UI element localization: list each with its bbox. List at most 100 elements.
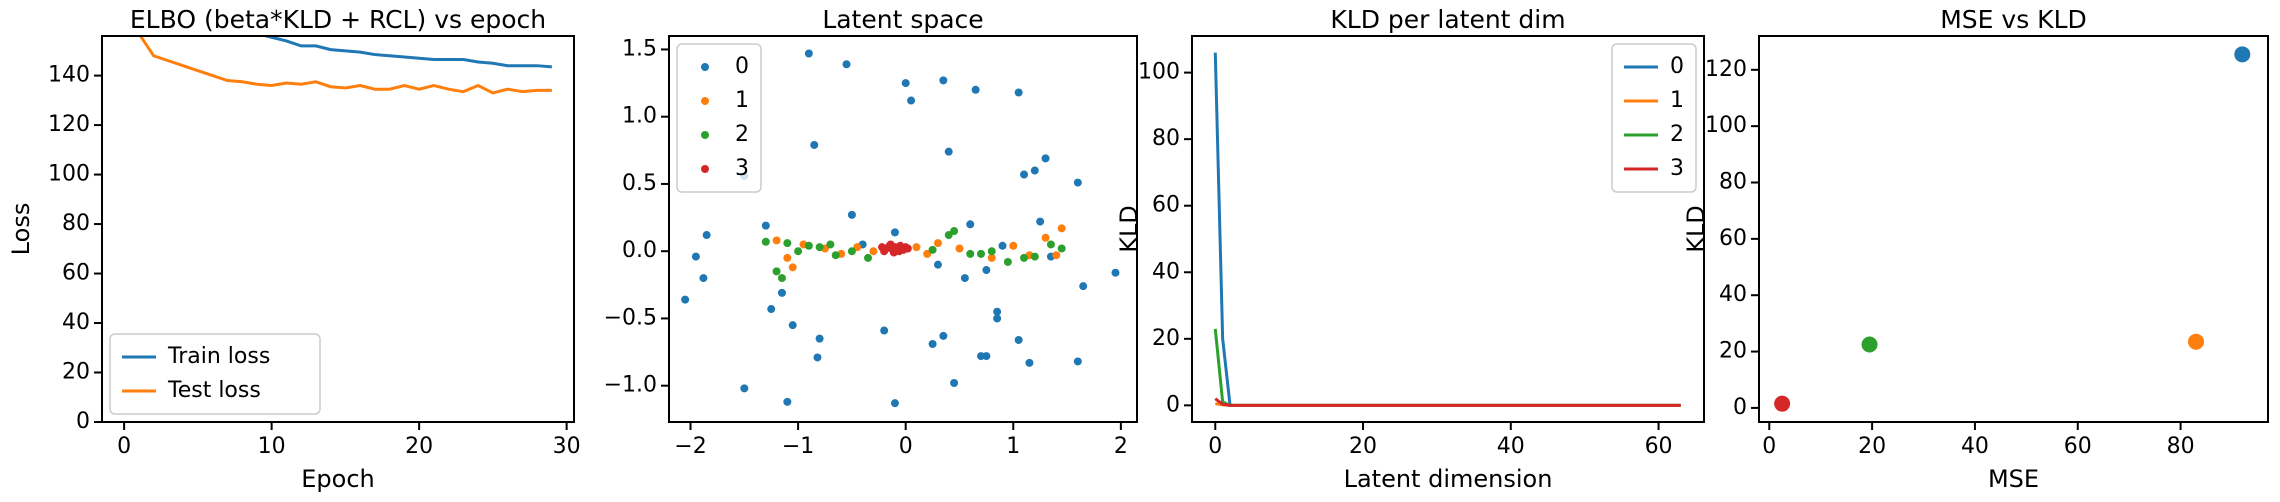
scatter-point — [788, 263, 797, 272]
y-axis-label: KLD — [1682, 205, 1710, 253]
scatter-point — [890, 399, 899, 408]
y-tick-label: 60 — [1719, 226, 1747, 251]
axes-frame — [1758, 35, 2269, 423]
x-tick-label: 0 — [1208, 434, 1222, 459]
plot-area — [681, 49, 1120, 408]
y-tick-label: 100 — [1138, 60, 1180, 85]
y-tick-label: 60 — [62, 261, 90, 286]
plot-area — [1213, 52, 1681, 407]
y-tick-label: 1.5 — [622, 36, 657, 61]
chart-title: Latent space — [822, 5, 983, 34]
x-tick-label: −2 — [674, 434, 706, 459]
legend-label: 3 — [1670, 156, 1684, 181]
scatter-point — [691, 252, 700, 261]
y-tick-label: 100 — [1705, 113, 1747, 138]
x-tick-label: 20 — [405, 434, 433, 459]
x-tick-label: 2 — [1114, 434, 1128, 459]
y-tick-label: 20 — [1719, 339, 1747, 364]
scatter-point — [1111, 268, 1120, 277]
y-tick-label: 120 — [1705, 57, 1747, 82]
scatter-point — [1057, 244, 1066, 253]
x-tick-label: 60 — [2064, 434, 2092, 459]
scatter-point — [783, 397, 792, 406]
scatter-point — [950, 227, 959, 236]
series-line — [260, 36, 553, 69]
y-tick-label: 80 — [1719, 170, 1747, 195]
y-tick-label: 0 — [76, 409, 90, 434]
scatter-point — [903, 244, 912, 253]
scatter-point — [772, 267, 781, 276]
legend-label: 2 — [1670, 122, 1684, 147]
x-tick-label: 1 — [1006, 434, 1020, 459]
scatter-point — [886, 240, 895, 249]
y-tick-label: 0.0 — [622, 238, 657, 263]
y-tick-label: 40 — [1152, 259, 1180, 284]
x-axis-label: Latent dimension — [1344, 465, 1553, 493]
scatter-point — [777, 274, 786, 283]
scatter-point — [847, 210, 856, 219]
scatter-point — [966, 220, 975, 229]
y-tick-label: 100 — [48, 162, 90, 187]
scatter-point — [933, 239, 942, 248]
scatter-point — [1073, 178, 1082, 187]
scatter-point — [1046, 240, 1055, 249]
legend-swatch — [701, 131, 709, 139]
y-tick-label: 60 — [1152, 193, 1180, 218]
scatter-point — [815, 243, 824, 252]
y-tick-label: 80 — [62, 211, 90, 236]
y-tick-label: 0 — [1733, 395, 1747, 420]
chart-title: KLD per latent dim — [1330, 5, 1565, 34]
legend-label: 1 — [1670, 88, 1684, 113]
x-tick-label: 20 — [1349, 434, 1377, 459]
scatter-point — [826, 240, 835, 249]
scatter-point — [699, 274, 708, 283]
scatter-point — [804, 49, 813, 58]
scatter-point — [847, 247, 856, 256]
scatter-point — [842, 60, 851, 69]
scatter-point — [960, 274, 969, 283]
scatter-point — [993, 307, 1002, 316]
scatter-point — [1030, 252, 1039, 261]
y-tick-label: 120 — [48, 112, 90, 137]
x-tick-label: 40 — [1497, 434, 1525, 459]
y-tick-label: 40 — [1719, 282, 1747, 307]
x-tick-label: 60 — [1645, 434, 1673, 459]
chart-title: MSE vs KLD — [1940, 5, 2087, 34]
scatter-point — [1057, 224, 1066, 233]
legend-label: 1 — [735, 88, 749, 113]
scatter-point — [1073, 357, 1082, 366]
scatter-point — [813, 353, 822, 362]
x-tick-label: 0 — [1762, 434, 1776, 459]
scatter-point — [880, 247, 889, 256]
y-tick-label: 80 — [1152, 126, 1180, 151]
scatter-point — [1014, 88, 1023, 97]
scatter-point — [702, 231, 711, 240]
y-axis-label: KLD — [1115, 205, 1143, 253]
chart-title: ELBO (beta*KLD + RCL) vs epoch — [130, 5, 546, 34]
scatter-point — [869, 247, 878, 256]
scatter-point — [1861, 336, 1878, 353]
legend-box — [1611, 43, 1697, 193]
y-tick-label: −0.5 — [604, 305, 657, 330]
scatter-point — [939, 331, 948, 340]
y-tick-label: −1.0 — [604, 373, 657, 398]
legend-box — [676, 43, 762, 193]
axes-frame — [668, 35, 1138, 423]
scatter-point — [783, 253, 792, 262]
scatter-point — [912, 243, 921, 252]
legend-box — [109, 333, 321, 415]
scatter-point — [933, 260, 942, 269]
scatter-point — [777, 288, 786, 297]
y-tick-label: 20 — [62, 360, 90, 385]
scatter-point — [1041, 154, 1050, 163]
y-tick-label: 0 — [1166, 392, 1180, 417]
series-line — [1214, 397, 1681, 407]
scatter-point — [1020, 170, 1029, 179]
y-tick-label: 20 — [1152, 326, 1180, 351]
scatter-point — [1009, 241, 1018, 250]
scatter-point — [971, 85, 980, 94]
scatter-point — [890, 228, 899, 237]
scatter-point — [907, 96, 916, 105]
